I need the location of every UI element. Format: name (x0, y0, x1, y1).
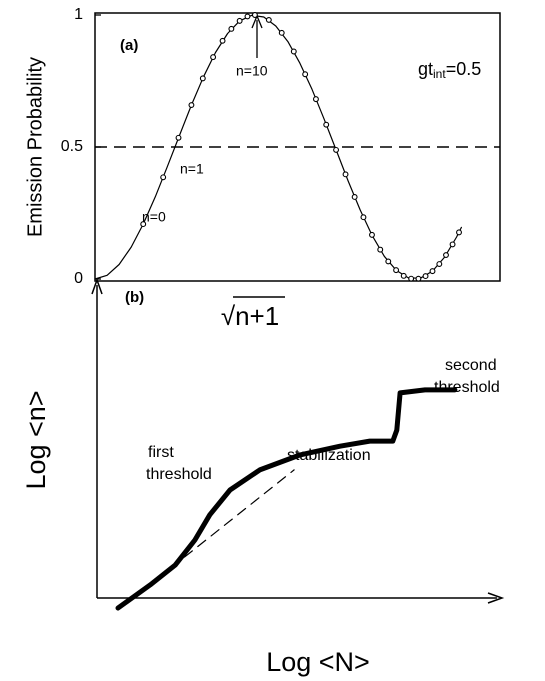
data-point (251, 12, 258, 18)
data-point (393, 267, 400, 274)
x-axis-arrow (487, 592, 505, 604)
y-tick-label: 0.5 (61, 138, 83, 155)
parameter-base: gt (418, 59, 433, 79)
parameter-sub: int (433, 67, 446, 81)
data-point (351, 194, 358, 200)
data-line (115, 387, 458, 611)
data-point (342, 171, 349, 178)
data-point (456, 229, 462, 236)
data-point (228, 25, 235, 32)
data-point (219, 37, 226, 44)
annotation: n=0 (142, 209, 166, 225)
data-point (278, 29, 285, 36)
data-point (408, 275, 415, 282)
data-point (436, 261, 443, 267)
data-point (415, 275, 422, 282)
data-point (160, 174, 167, 181)
parameter: gtint=0.5 (418, 59, 481, 81)
annotation: threshold (146, 466, 212, 483)
y-axis-arrow (91, 277, 103, 295)
data-point (369, 231, 375, 238)
data-point (333, 146, 340, 153)
y-tick-label: 0 (74, 270, 83, 287)
data-point (443, 252, 449, 259)
data-point (360, 214, 367, 221)
data-point (290, 48, 297, 55)
data-point (236, 17, 243, 24)
y-axis-label: Log <n> (21, 390, 51, 489)
data-point (302, 71, 309, 78)
panel-label: (a) (120, 37, 138, 54)
data-point (210, 54, 217, 61)
y-tick-label: 1 (74, 6, 83, 23)
data-point (377, 246, 384, 253)
annotation: first (148, 444, 174, 461)
data-point (199, 75, 206, 82)
data-point (323, 121, 330, 128)
annotation: second (445, 357, 497, 374)
data-point (140, 221, 147, 228)
annotation: n=1 (180, 161, 204, 177)
data-point (244, 13, 251, 20)
data-point (265, 16, 272, 23)
data-point (449, 241, 456, 248)
panel-label: (b) (125, 289, 144, 306)
parameter-rest: =0.5 (446, 59, 482, 79)
annotation: n=10 (236, 63, 268, 79)
data-point (175, 134, 182, 141)
x-axis-label: Log <N> (266, 647, 370, 677)
data-point (400, 272, 407, 279)
data-point (188, 102, 195, 109)
y-axis-label: Emission Probability (24, 57, 46, 237)
data-line (117, 469, 295, 611)
data-point (312, 96, 319, 103)
x-axis-label: √n+1 (221, 301, 279, 331)
data-point (385, 258, 392, 265)
data-point (429, 268, 436, 275)
data-point (422, 273, 429, 280)
